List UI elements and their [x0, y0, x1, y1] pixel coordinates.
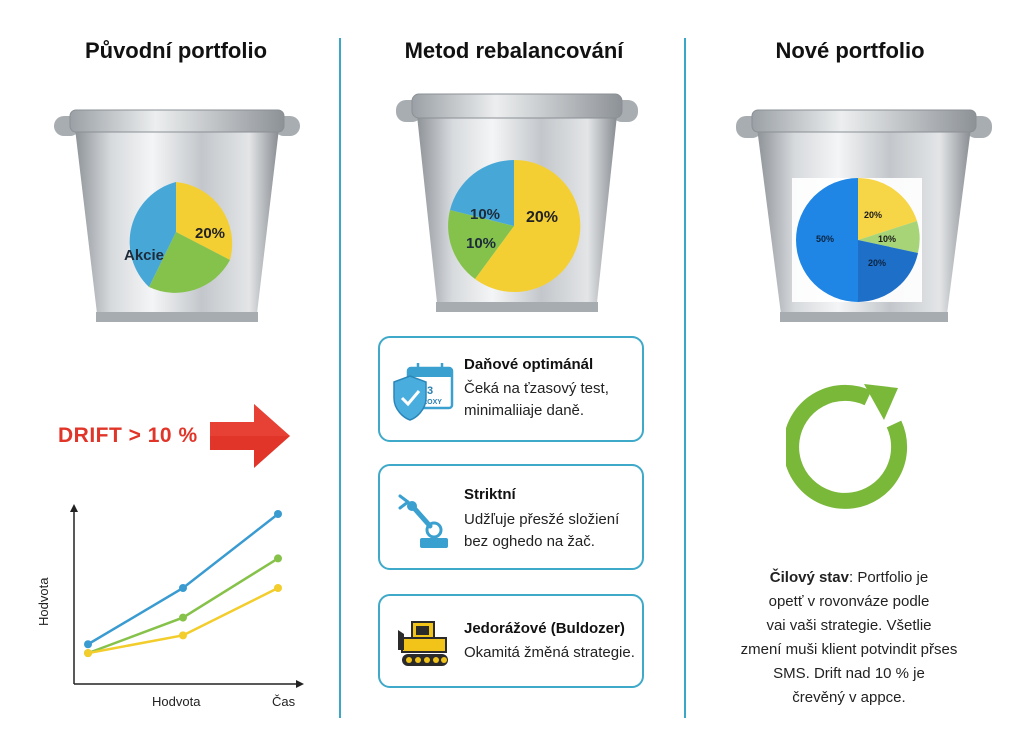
method-card-tax-desc-2: minimaliiaje daně. [464, 402, 585, 419]
new-pie-label-b: 10% [878, 234, 896, 244]
chart-x-end-label: Čas [272, 694, 296, 709]
chart-x-arrow [296, 680, 304, 688]
method-bucket: 10% 10% 20% [396, 93, 638, 312]
chart-point-green-2 [274, 554, 282, 563]
new-pie-label-a: 20% [864, 210, 882, 220]
original-pie-label-stocks: Akcie [124, 247, 164, 264]
goal-line-3: vai vaši strategie. Všetlie [766, 617, 932, 634]
method-card-tax-desc-1: Čeká na ťzasový test, [464, 380, 609, 397]
new-portfolio-title: Nové portfolio [775, 38, 925, 63]
goal-line-1: : Portfolio je [849, 569, 929, 586]
method-card-strict-title: Striktní [464, 486, 516, 503]
robot-arm-icon [398, 494, 448, 548]
method-card-tax[interactable]: 3 ROXY Daňové optimánál Čeká na ťzasový … [378, 336, 644, 442]
new-pie: 20% 10% 20% 50% [796, 178, 920, 302]
original-bucket: 20% Akcie [54, 109, 300, 322]
goal-line-6: črevěný v appce. [792, 689, 906, 706]
method-card-strict[interactable]: Striktní Udžľuje přesžé složiení bez ogh… [378, 464, 644, 570]
drift-arrow-icon [210, 404, 290, 468]
chart-point-yellow-0 [84, 649, 92, 658]
method-card-tax-title: Daňové optimánál [464, 356, 594, 373]
goal-state-text: Čilový stav: Portfolio je opetť v rovonv… [722, 566, 976, 710]
method-pie: 10% 10% 20% [448, 159, 581, 292]
method-card-strict-desc-1: Udžľuje přesžé složiení [464, 511, 620, 528]
original-pie: 20% Akcie [124, 182, 233, 293]
method-pie-label-b: 10% [466, 235, 496, 252]
method-card-bulldozer-title: Jedorážové (Buldozer) [464, 620, 625, 637]
new-bucket: 20% 10% 20% 50% [736, 109, 992, 322]
chart-point-green-1 [179, 613, 187, 622]
new-pie-label-d: 50% [816, 234, 834, 244]
divider-right [684, 38, 686, 718]
goal-line-5: SMS. Drift nad 10 % je [773, 665, 925, 682]
goal-line-2: opetť v rovonváze podle [768, 593, 930, 610]
rebalance-cycle-icon [786, 384, 908, 509]
method-card-bulldozer-desc: Okamitá žměná strategie. [464, 644, 635, 661]
divider-left [339, 38, 341, 718]
calendar-day: 3 [427, 385, 433, 397]
chart-series-blue [87, 513, 279, 646]
chart-point-blue-1 [179, 584, 187, 592]
original-portfolio-title: Původní portfolio [84, 38, 268, 63]
original-pie-label-20: 20% [195, 225, 225, 242]
method-card-bulldozer[interactable]: Jedorážové (Buldozer) Okamitá žměná stra… [378, 594, 644, 688]
goal-line-4: zmení muši klient potvindit přses [740, 641, 958, 658]
calendar-sub: ROXY [422, 399, 442, 406]
method-pie-label-c: 20% [526, 209, 558, 226]
bulldozer-icon [398, 621, 448, 666]
chart-point-blue-2 [274, 510, 282, 518]
calendar-shield-icon: 3 ROXY [393, 363, 454, 421]
method-pie-label-a: 10% [470, 206, 500, 223]
drift-line-chart [70, 504, 304, 688]
method-title: Metod rebalancování [404, 38, 624, 63]
goal-state-label: Čilový stav [769, 569, 849, 586]
drift-label: DRIFT > 10 % [58, 424, 198, 447]
chart-point-yellow-1 [179, 631, 187, 640]
chart-x-label: Hodvota [152, 694, 201, 709]
chart-y-label: Hodvota [36, 577, 51, 626]
chart-point-blue-0 [84, 640, 92, 649]
method-card-strict-desc-2: bez oghedo na žač. [464, 533, 595, 550]
new-pie-label-c: 20% [868, 258, 886, 268]
chart-y-arrow [70, 504, 78, 512]
chart-point-yellow-2 [274, 584, 282, 592]
